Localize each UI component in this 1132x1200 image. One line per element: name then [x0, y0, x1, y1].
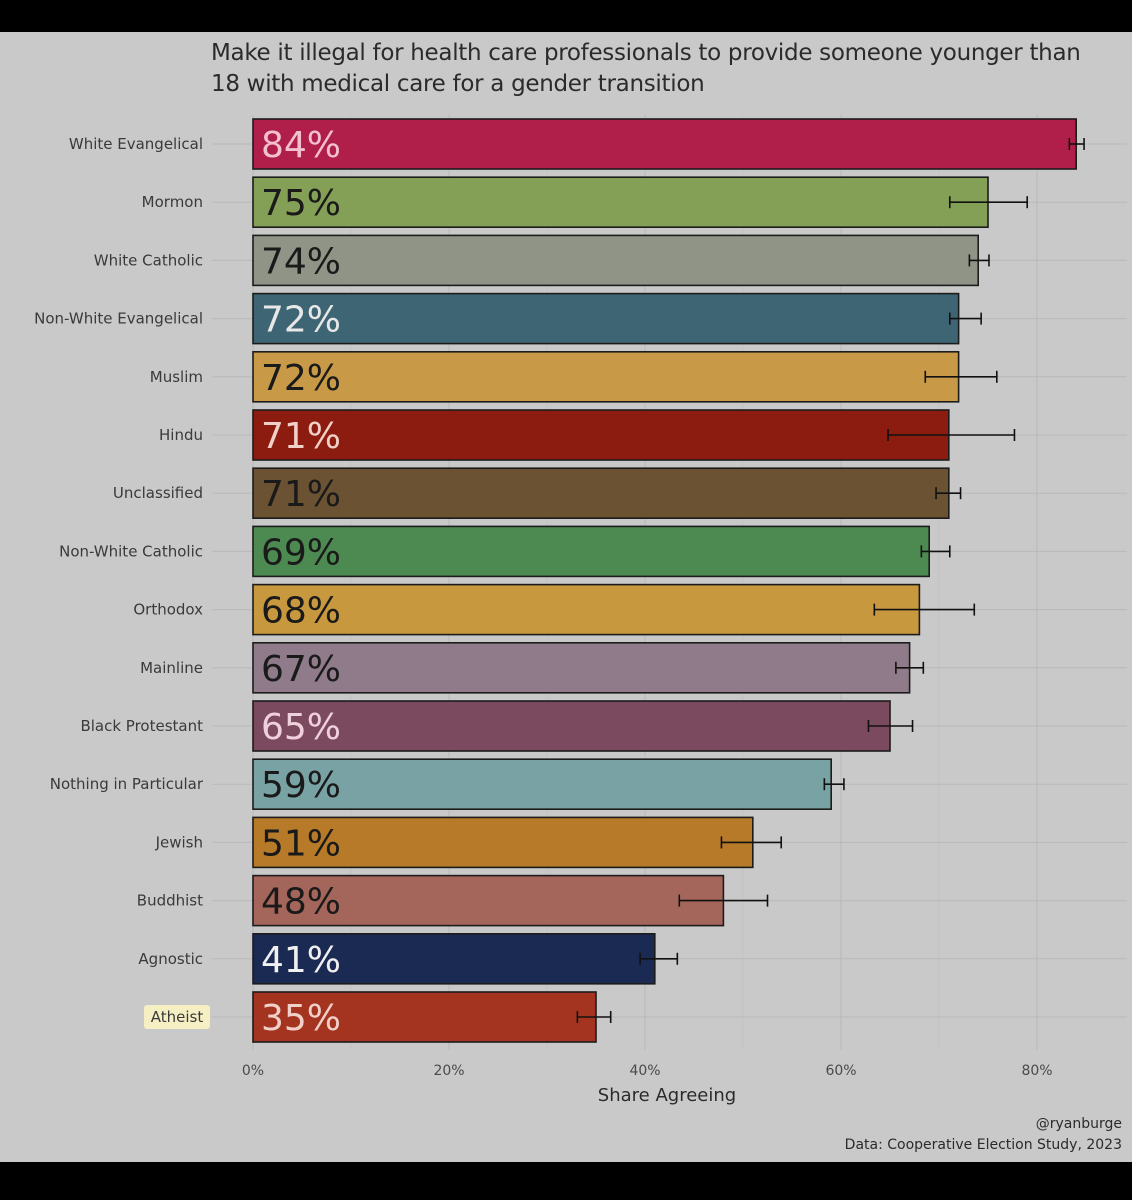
- value-label: 75%: [261, 183, 341, 224]
- value-label: 71%: [261, 474, 341, 515]
- value-label: 72%: [261, 300, 341, 341]
- value-label: 74%: [261, 241, 341, 282]
- bar: [252, 758, 833, 811]
- bar: [252, 467, 950, 520]
- category-label: White Evangelical: [69, 135, 203, 153]
- x-axis-title: Share Agreeing: [598, 1085, 736, 1106]
- bars: [252, 118, 1078, 1043]
- x-tick-labels: 0% 20% 40% 60% 80%: [242, 1063, 1053, 1079]
- category-label: Atheist: [151, 1008, 204, 1026]
- category-labels: White Evangelical Mormon White Catholic Non…: [34, 135, 210, 1029]
- category-label: Non-White Catholic: [59, 542, 203, 560]
- bar: [252, 991, 597, 1043]
- value-label: 59%: [261, 765, 341, 806]
- credit-handle: @ryanburge: [1036, 1116, 1122, 1132]
- chart-panel: Make it illegal for health care professi…: [0, 32, 1132, 1162]
- x-tick-label: 80%: [1021, 1063, 1052, 1079]
- error-bars: [576, 138, 1085, 1023]
- x-tick-label: 20%: [433, 1063, 464, 1079]
- category-label: Muslim: [150, 368, 203, 386]
- value-label: 51%: [261, 823, 341, 864]
- category-label: Unclassified: [113, 484, 203, 502]
- category-label: Mainline: [140, 659, 203, 677]
- value-label: 67%: [261, 649, 341, 690]
- chart-title: Make it illegal for health care professi…: [211, 40, 1081, 97]
- bar: [252, 409, 950, 461]
- category-label: Hindu: [159, 426, 203, 444]
- category-label: Mormon: [142, 193, 203, 211]
- highlight-box: [144, 1005, 210, 1029]
- bar: [252, 176, 989, 228]
- value-label: 65%: [261, 707, 341, 748]
- category-label: Non-White Evangelical: [34, 310, 203, 328]
- bar: [252, 292, 960, 345]
- credit-source: Data: Cooperative Election Study, 2023: [845, 1137, 1122, 1153]
- value-label: 84%: [261, 125, 341, 166]
- value-labels: 84% 75% 74% 72% 72% 71% 71% 69% 68% 67% 65% 59% 51% 4…: [261, 125, 341, 1039]
- value-label: 68%: [261, 591, 341, 632]
- value-label: 72%: [261, 358, 341, 399]
- bar: [252, 118, 1078, 170]
- category-label: Black Protestant: [80, 717, 203, 735]
- bar-chart: White Evangelical Mormon White Catholic Non…: [34, 115, 1127, 1153]
- x-tick-label: 0%: [242, 1063, 264, 1079]
- x-tick-label: 60%: [825, 1063, 856, 1079]
- category-label: White Catholic: [94, 251, 203, 269]
- value-label: 48%: [261, 882, 341, 923]
- bar: [252, 641, 911, 694]
- bar: [252, 525, 931, 578]
- bar: [252, 350, 960, 403]
- value-label: 41%: [261, 940, 341, 981]
- value-label: 69%: [261, 532, 341, 573]
- category-label: Orthodox: [133, 601, 203, 619]
- value-label: 35%: [261, 998, 341, 1039]
- category-label: Nothing in Particular: [50, 775, 204, 793]
- bar: [252, 700, 891, 752]
- value-label: 71%: [261, 416, 341, 457]
- bar: [252, 234, 980, 287]
- x-tick-label: 40%: [629, 1063, 660, 1079]
- bar: [252, 583, 921, 636]
- category-label: Jewish: [155, 833, 203, 851]
- bar: [252, 874, 725, 927]
- category-label: Agnostic: [138, 950, 203, 968]
- category-label: Buddhist: [137, 892, 203, 910]
